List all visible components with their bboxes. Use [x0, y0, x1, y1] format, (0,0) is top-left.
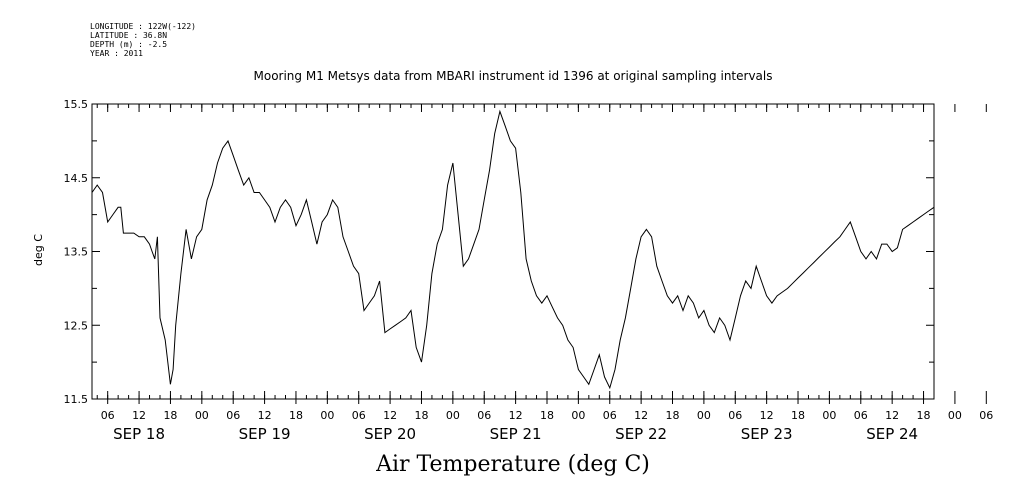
day-label: SEP 18	[113, 425, 165, 443]
y-tick-label: 11.5	[64, 393, 89, 406]
x-tick-label: 06	[101, 409, 115, 422]
year-label: YEAR : 2011	[90, 49, 143, 58]
y-axis-label: deg C	[32, 234, 45, 266]
x-tick-label: 06	[979, 409, 993, 422]
x-tick-label: 06	[352, 409, 366, 422]
day-label: SEP 19	[239, 425, 291, 443]
x-tick-label: 06	[226, 409, 240, 422]
x-tick-label: 00	[697, 409, 711, 422]
x-tick-label: 18	[791, 409, 805, 422]
x-tick-label: 00	[195, 409, 209, 422]
y-tick-label: 13.5	[64, 246, 89, 259]
day-label: SEP 20	[364, 425, 416, 443]
x-tick-label: 12	[634, 409, 648, 422]
x-tick-label: 00	[571, 409, 585, 422]
x-tick-label: 12	[885, 409, 899, 422]
x-tick-label: 12	[383, 409, 397, 422]
x-tick-label: 00	[948, 409, 962, 422]
y-tick-label: 14.5	[64, 172, 89, 185]
x-tick-label: 06	[603, 409, 617, 422]
day-label: SEP 24	[866, 425, 918, 443]
x-tick-label: 12	[509, 409, 523, 422]
plot-frame	[91, 103, 935, 400]
longitude-label: LONGITUDE : 122W(-122)	[90, 22, 196, 31]
depth-label: DEPTH (m) : -2.5	[90, 40, 168, 49]
x-tick-label: 06	[477, 409, 491, 422]
metadata-block: LONGITUDE : 122W(-122) LATITUDE : 36.8N …	[90, 22, 196, 58]
x-tick-label: 18	[666, 409, 680, 422]
x-tick-label: 06	[854, 409, 868, 422]
x-tick-label: 06	[728, 409, 742, 422]
x-tick-label: 18	[540, 409, 554, 422]
chart-title: Mooring M1 Metsys data from MBARI instru…	[253, 69, 773, 83]
latitude-label: LATITUDE : 36.8N	[90, 31, 168, 40]
x-tick-label: 18	[414, 409, 428, 422]
x-tick-label: 00	[446, 409, 460, 422]
x-tick-label: 12	[132, 409, 146, 422]
x-tick-label: 00	[822, 409, 836, 422]
day-label: SEP 23	[741, 425, 793, 443]
y-tick-label: 15.5	[64, 98, 89, 111]
day-label: SEP 21	[490, 425, 542, 443]
y-tick-label: 12.5	[64, 319, 89, 332]
x-axis-label: Air Temperature (deg C)	[376, 452, 650, 477]
x-tick-label: 18	[917, 409, 931, 422]
x-tick-label: 18	[289, 409, 303, 422]
x-tick-label: 00	[320, 409, 334, 422]
data-layer	[91, 109, 935, 390]
axes-layer: 15.5 14.5 13.5 12.5 11.5 06 12 18 00 06 12 18 00 06 12…	[64, 98, 994, 443]
air-temperature-line	[91, 109, 935, 390]
x-tick-label: 12	[258, 409, 272, 422]
x-tick-label: 18	[163, 409, 177, 422]
x-tick-label: 12	[760, 409, 774, 422]
day-label: SEP 22	[615, 425, 667, 443]
